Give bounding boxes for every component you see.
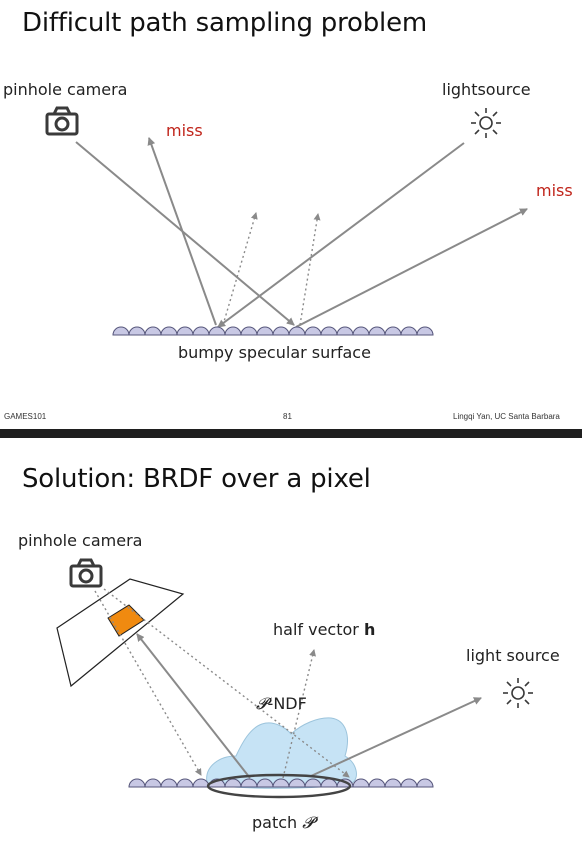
surface-bump: [224, 326, 242, 336]
surface-bump: [352, 326, 370, 336]
dotted-half-vector: [282, 649, 316, 779]
half-vector-label: half vector h: [273, 620, 375, 639]
patch-label: patch 𝓟: [252, 813, 314, 833]
half-vector-text: half vector: [273, 620, 364, 639]
camera-ray: [75, 141, 295, 326]
ndf-text: -NDF: [267, 694, 307, 713]
half-vector-symbol: h: [363, 620, 376, 639]
surface-bump: [320, 326, 338, 336]
surface-bump: [176, 326, 194, 336]
patch-to-camera-ray: [136, 633, 251, 779]
patch-ellipse: [206, 773, 352, 799]
bumpy-surface: [128, 778, 434, 788]
reflected-miss-right-ray: [295, 208, 528, 328]
slide-1-title: Difficult path sampling problem: [22, 8, 427, 38]
lightsource-label: lightsource: [442, 80, 531, 99]
slide-2-diagram: [56, 558, 533, 799]
sun-icon: [471, 108, 501, 138]
surface-bump: [144, 778, 162, 788]
slide-1: Difficult path sampling problem: [3, 8, 573, 421]
surface-bump: [368, 326, 386, 336]
dotted-ray-right: [299, 213, 321, 326]
surface-bump: [400, 326, 418, 336]
sun-icon: [503, 678, 533, 708]
surface-bump: [336, 326, 354, 336]
surface-label: bumpy specular surface: [178, 343, 371, 362]
slide-divider: [0, 429, 582, 438]
footer-course: GAMES101: [4, 412, 47, 421]
dotted-pixel-ray: [94, 590, 202, 776]
patch-symbol: 𝓟: [302, 813, 314, 832]
surface-bump: [416, 778, 434, 788]
ndf-symbol: 𝓟: [256, 694, 268, 713]
camera-label: pinhole camera: [18, 531, 143, 550]
surface-bump: [416, 326, 434, 336]
camera-icon: [69, 558, 103, 588]
reflected-miss-left-ray: [147, 137, 217, 326]
surface-bump: [160, 778, 178, 788]
surface-bump: [384, 326, 402, 336]
camera-icon: [45, 106, 79, 136]
surface-bump: [112, 326, 130, 336]
surface-bump: [160, 326, 178, 336]
ndf-label: 𝓟-NDF: [256, 694, 307, 714]
surface-bump: [128, 326, 146, 336]
slide-1-diagram: [45, 106, 528, 336]
footer-author: Lingqi Yan, UC Santa Barbara: [453, 412, 560, 421]
surface-bump: [256, 326, 274, 336]
surface-bump: [144, 326, 162, 336]
slide-2: Solution: BRDF over a pixel: [0, 438, 582, 844]
surface-bump: [304, 326, 322, 336]
surface-bump: [208, 326, 226, 336]
rays-solid: [75, 137, 528, 328]
miss-label-right: miss: [536, 181, 573, 200]
rays-solid: [136, 633, 482, 779]
surface-bump: [368, 778, 386, 788]
light-ray: [217, 142, 465, 328]
patch-text: patch: [252, 813, 303, 832]
camera-label: pinhole camera: [3, 80, 128, 99]
dotted-reflected: [103, 588, 350, 778]
surface-bump: [240, 326, 258, 336]
slide-2-title: Solution: BRDF over a pixel: [22, 464, 371, 494]
surface-bump: [128, 778, 146, 788]
footer-page-number: 81: [283, 412, 292, 421]
surface-bump: [400, 778, 418, 788]
surface-bump: [192, 326, 210, 336]
surface-bump: [176, 778, 194, 788]
surface-bump: [384, 778, 402, 788]
bumpy-surface: [112, 326, 434, 336]
surface-bump: [272, 326, 290, 336]
light-source-label: light source: [466, 646, 560, 665]
surface-bump: [288, 326, 306, 336]
miss-label-left: miss: [166, 121, 203, 140]
rays-dotted: [94, 588, 350, 779]
patch-to-light-ray: [310, 697, 482, 777]
rays-dotted: [222, 212, 321, 326]
